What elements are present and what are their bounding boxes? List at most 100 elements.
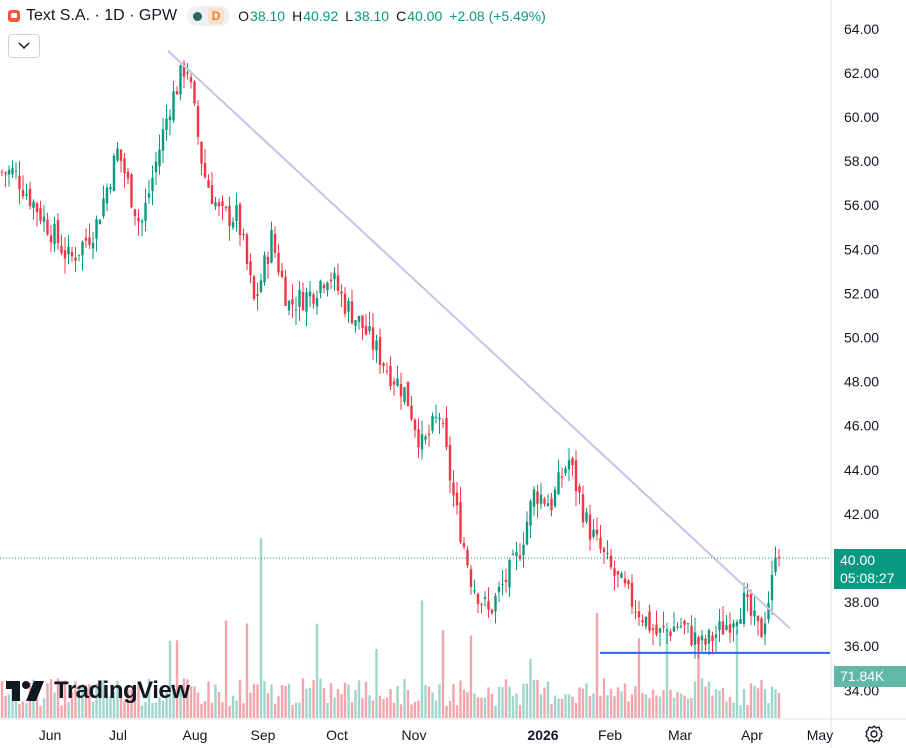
- candle-body: [441, 423, 445, 425]
- candle-body: [130, 174, 133, 208]
- candle-body: [70, 251, 74, 257]
- volume-bar: [151, 702, 154, 718]
- candle-body: [98, 220, 102, 225]
- volume-bar: [536, 679, 539, 718]
- candle-body: [165, 118, 168, 130]
- volume-bar: [641, 692, 644, 718]
- last-price-label: 40.00 05:08:27: [834, 549, 906, 589]
- candle-body: [571, 458, 574, 465]
- volume-bar: [522, 683, 525, 718]
- candle-body: [424, 436, 427, 440]
- volume-bar: [616, 687, 620, 718]
- candle-body: [420, 434, 424, 450]
- candle-body: [487, 601, 490, 610]
- candle-body: [105, 187, 109, 204]
- candle-body: [375, 340, 378, 351]
- candle-body: [669, 631, 672, 637]
- volume-bar: [550, 704, 553, 718]
- symbol-title[interactable]: Text S.A. · 1D · GPW: [26, 7, 178, 24]
- candle-body: [175, 91, 179, 95]
- volume-bar: [347, 684, 350, 718]
- candle-body: [343, 293, 347, 314]
- candle-body: [721, 621, 725, 635]
- candle-body: [32, 201, 35, 208]
- price-tick-label: 62.00: [844, 65, 879, 81]
- volume-bar: [714, 689, 718, 718]
- delayed-data-badge[interactable]: D: [208, 8, 225, 24]
- candle-body: [284, 276, 287, 306]
- volume-bar: [123, 701, 126, 718]
- candle-body: [396, 378, 399, 386]
- candle-body: [259, 280, 263, 292]
- volume-bar: [693, 681, 697, 718]
- volume-bar: [420, 600, 424, 718]
- volume-bar: [67, 701, 70, 718]
- candle-body: [560, 476, 564, 478]
- volume-bar: [683, 695, 686, 718]
- candle-body: [427, 433, 431, 435]
- candle-body: [263, 255, 266, 283]
- candle-body: [469, 569, 473, 588]
- candle-body: [623, 578, 627, 584]
- candle-body: [529, 501, 532, 526]
- volume-bar: [39, 705, 42, 718]
- settings-gear-icon[interactable]: [864, 724, 884, 744]
- candle-body: [154, 161, 158, 173]
- candle-body: [315, 297, 319, 307]
- candle-body: [242, 233, 245, 236]
- candle-body: [11, 167, 14, 175]
- volume-bar: [116, 680, 119, 718]
- time-axis[interactable]: Jun Jul Aug Sep Oct Nov 2026 Feb Mar Apr May: [39, 727, 834, 743]
- volume-bar: [672, 697, 676, 718]
- candle-body: [182, 63, 186, 77]
- volume-bar: [147, 678, 151, 718]
- candle-body: [763, 623, 767, 635]
- legend-collapse-button[interactable]: [8, 34, 40, 58]
- high-label: H: [292, 8, 303, 24]
- volume-bar: [144, 701, 147, 718]
- tradingview-logo[interactable]: TradingView: [6, 675, 190, 707]
- volume-bar: [504, 679, 508, 718]
- volume-bar: [665, 622, 669, 718]
- price-axis[interactable]: 64.00 62.00 60.00 58.00 56.00 54.00 52.00 50.00…: [844, 21, 879, 699]
- candle-body: [280, 270, 284, 277]
- volume-bar: [613, 696, 616, 718]
- candle-body: [466, 549, 469, 566]
- candle-body: [298, 289, 301, 307]
- candle-body: [266, 256, 270, 264]
- candle-body: [371, 327, 375, 350]
- symbol-logo-icon: [8, 10, 20, 22]
- volume-bar: [707, 681, 711, 718]
- candle-body: [480, 603, 483, 605]
- candle-body: [620, 573, 623, 579]
- bar-countdown: 05:08:27: [840, 570, 895, 586]
- volume-bar: [294, 702, 298, 718]
- volume-bar: [326, 702, 329, 718]
- tradingview-logo-icon: [6, 681, 44, 701]
- candle-body: [14, 170, 18, 172]
- volume-bar: [221, 702, 224, 718]
- time-tick-label: Sep: [251, 727, 276, 743]
- candle-body: [252, 276, 256, 299]
- candle-body: [256, 294, 259, 296]
- market-status-pill[interactable]: D: [187, 6, 231, 26]
- candle-body: [301, 292, 305, 311]
- candle-body: [739, 618, 742, 624]
- volume-label: 71.84K: [834, 666, 906, 687]
- volume-bar: [679, 693, 683, 718]
- candle-body: [112, 156, 116, 192]
- candle-body: [525, 521, 529, 545]
- trendline-drawing[interactable]: [167, 50, 791, 630]
- volume-bar: [343, 682, 347, 718]
- volume-bar: [77, 688, 81, 718]
- volume-bar: [634, 686, 637, 718]
- volume-bar: [207, 681, 210, 718]
- volume-bar: [375, 649, 378, 718]
- candle-body: [473, 590, 476, 592]
- volume-bar: [161, 700, 165, 718]
- volume-bar: [84, 685, 88, 718]
- volume-bar: [235, 700, 238, 718]
- volume-bar: [669, 689, 672, 718]
- volume-bar: [690, 698, 693, 718]
